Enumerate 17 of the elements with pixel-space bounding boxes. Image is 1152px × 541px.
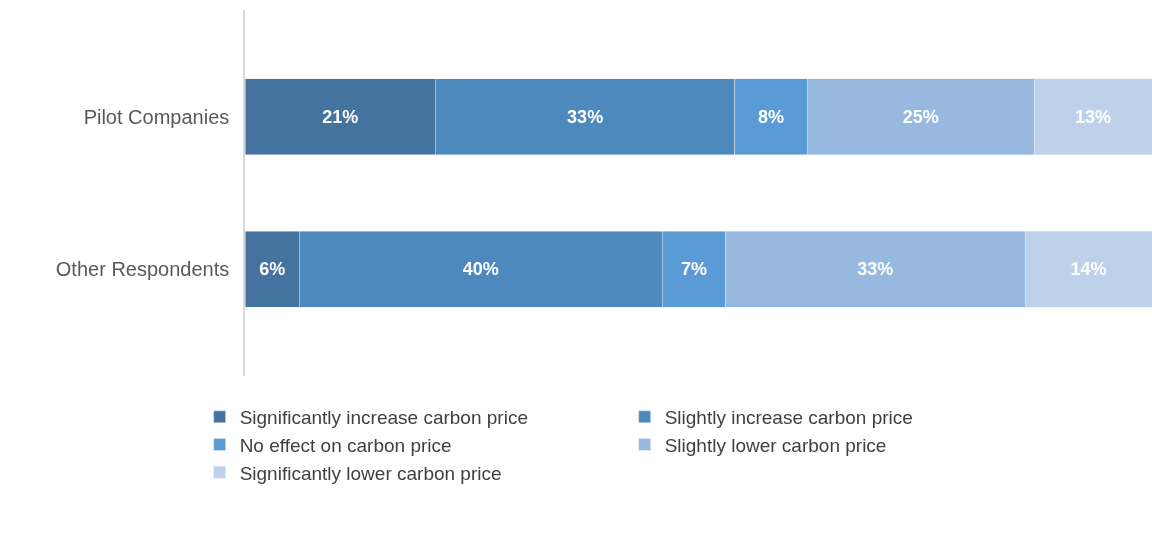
legend-label: Slightly lower carbon price [664, 434, 887, 456]
legend-label: Significantly increase carbon price [239, 407, 528, 429]
data-label: 33% [567, 106, 604, 127]
legend-label: No effect on carbon price [239, 434, 452, 456]
y-tick-label: Other Respondents [55, 258, 230, 281]
data-label: 33% [857, 259, 894, 280]
y-tick-label: Pilot Companies [83, 105, 230, 128]
data-label: 8% [758, 106, 785, 127]
data-label: 25% [902, 106, 939, 127]
data-label: 7% [680, 259, 707, 280]
data-label: 13% [1075, 106, 1112, 127]
legend-label: Significantly lower carbon price [239, 462, 502, 484]
legend-label: Slightly increase carbon price [664, 407, 913, 429]
data-label: 40% [462, 259, 499, 280]
data-label: 14% [1070, 259, 1107, 280]
data-label: 6% [259, 259, 286, 280]
data-label: 21% [322, 106, 359, 127]
